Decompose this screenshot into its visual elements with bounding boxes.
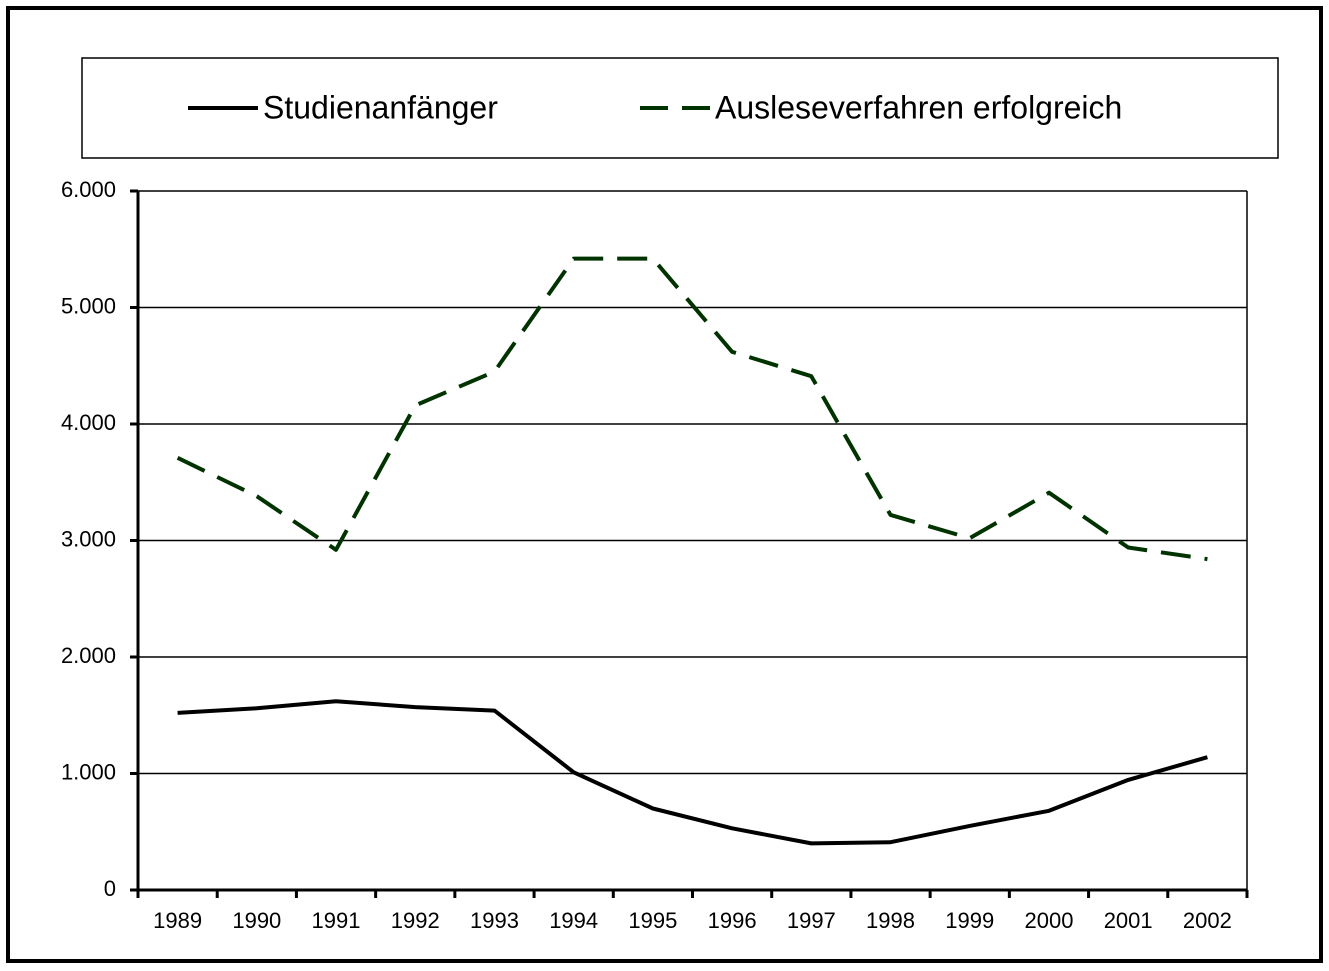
y-tick-label: 5.000	[61, 293, 116, 318]
x-tick-label: 1998	[866, 908, 915, 933]
legend-label: Studienanfänger	[263, 89, 498, 125]
legend-box	[81, 57, 1279, 159]
x-tick-label: 1990	[232, 908, 281, 933]
data-line	[177, 699, 1208, 846]
x-tick-label: 1995	[628, 908, 677, 933]
x-tick-label: 1989	[153, 908, 202, 933]
y-tick-label: 4.000	[61, 410, 116, 435]
x-tick-label: 2000	[1024, 908, 1073, 933]
y-tick-label: 2.000	[61, 643, 116, 668]
x-tick-label: 1994	[549, 908, 598, 933]
x-tick-label: 1993	[470, 908, 519, 933]
y-tick-label: 1.000	[61, 759, 116, 784]
y-tick-label: 0	[104, 876, 116, 901]
legend-label: Ausleseverfahren erfolgreich	[715, 89, 1122, 125]
x-tick-label: 1992	[391, 908, 440, 933]
data-line	[176, 256, 1208, 562]
x-tick-label: 2002	[1183, 908, 1232, 933]
x-tick-label: 1997	[787, 908, 836, 933]
y-tick-label: 3.000	[61, 526, 116, 551]
x-tick-label: 1996	[708, 908, 757, 933]
x-tick-label: 1991	[312, 908, 361, 933]
chart-border	[6, 6, 1323, 963]
x-tick-label: 1999	[945, 908, 994, 933]
x-tick-label: 2001	[1104, 908, 1153, 933]
y-tick-label: 6.000	[61, 177, 116, 202]
